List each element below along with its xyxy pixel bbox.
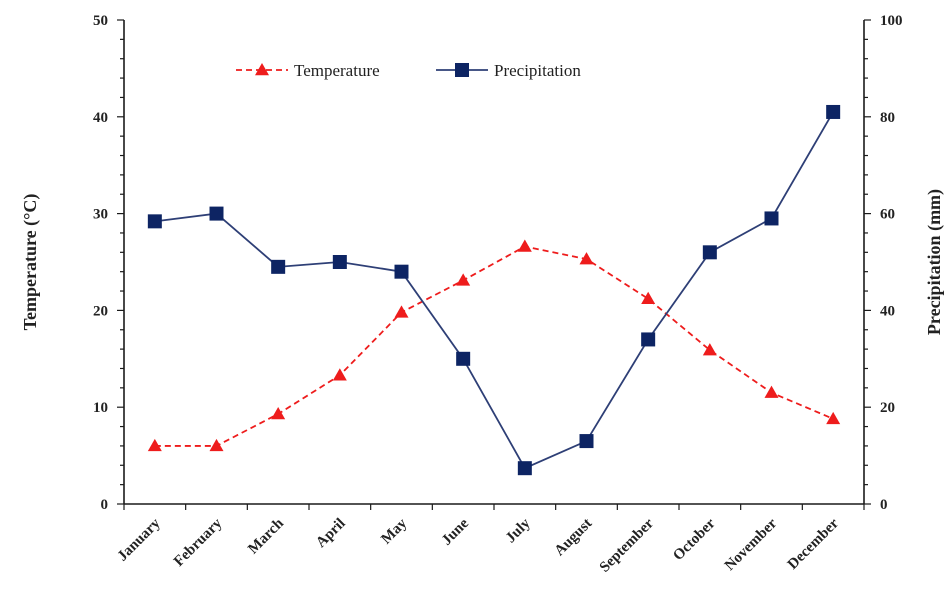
right-tick-label: 80 — [880, 110, 895, 126]
left-axis-title: Temperature (°C) — [20, 194, 41, 331]
precipitation-line — [154, 111, 834, 470]
left-tick-label: 10 — [93, 400, 108, 416]
temperature-point — [641, 291, 656, 305]
temperature-point — [394, 305, 409, 318]
x-category-label: September — [597, 515, 657, 575]
temperature-point — [517, 239, 532, 252]
x-category-label: April — [313, 516, 348, 551]
temperature-point — [826, 411, 841, 425]
temperature-point — [332, 368, 347, 381]
x-category-label: November — [722, 515, 781, 574]
x-category-label: October — [670, 515, 719, 564]
temperature-point — [209, 438, 224, 452]
x-category-label: December — [785, 515, 842, 572]
precipitation-point — [394, 264, 409, 279]
precipitation-point — [147, 214, 162, 229]
temperature-point — [271, 406, 286, 420]
left-tick-label: 30 — [93, 207, 108, 223]
temperature-point — [579, 252, 594, 265]
temperature-point — [702, 343, 717, 356]
precipitation-point — [702, 245, 717, 260]
axes-layer: 0 10 20 30 40 50 0 20 40 60 80 100 January February Ma… — [20, 13, 945, 576]
left-tick-label: 0 — [101, 497, 109, 513]
left-tick-label: 40 — [93, 110, 108, 126]
temperature-point — [456, 273, 471, 286]
temperature-point — [147, 438, 162, 452]
right-axis-title: Precipitation (mm) — [924, 189, 945, 335]
right-tick-label: 40 — [880, 303, 895, 319]
left-tick-label: 50 — [93, 13, 108, 29]
precipitation-point — [209, 206, 224, 221]
right-tick-label: 100 — [880, 13, 903, 29]
precipitation-point — [764, 211, 779, 226]
right-tick-label: 20 — [880, 400, 895, 416]
precipitation-point — [641, 332, 656, 347]
legend-label-precipitation: Precipitation — [494, 61, 581, 80]
series-layer — [147, 104, 841, 476]
left-tick-label: 20 — [93, 303, 108, 319]
x-category-label: June — [439, 515, 472, 548]
x-category-label: March — [245, 515, 287, 557]
precipitation-point — [579, 434, 594, 449]
precipitation-point — [826, 104, 841, 119]
legend-marker-temperature — [255, 63, 269, 76]
precipitation-point — [271, 259, 286, 274]
right-tick-label: 60 — [880, 207, 895, 223]
temperature-line — [154, 245, 834, 447]
x-category-label: July — [503, 515, 534, 546]
x-category-label: May — [378, 515, 410, 547]
x-category-label: January — [115, 515, 164, 564]
legend: Temperature Precipitation — [236, 61, 581, 80]
x-category-label: August — [552, 516, 596, 560]
right-tick-label: 0 — [880, 497, 888, 513]
precipitation-point — [456, 351, 471, 366]
legend-marker-precipitation — [455, 63, 469, 77]
x-category-label: February — [171, 515, 226, 570]
legend-label-temperature: Temperature — [294, 61, 380, 80]
temperature-point — [764, 385, 779, 398]
precipitation-point — [517, 461, 532, 476]
precipitation-point — [332, 255, 347, 269]
